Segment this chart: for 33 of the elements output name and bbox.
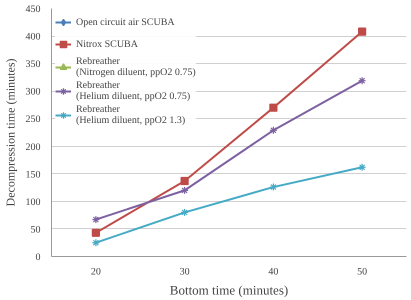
y-tick-label: 150 <box>26 169 40 180</box>
y-tick-label: 300 <box>26 86 40 98</box>
x-tick-label: 40 <box>268 266 278 278</box>
legend-label: Rebreather (Helium diluent, ppO2 1.3) <box>76 104 186 126</box>
point <box>92 215 100 224</box>
y-tick-label: 50 <box>30 224 40 236</box>
y-axis-title: Decompression time (minutes) <box>4 58 18 206</box>
y-tick-label: 450 <box>26 4 40 15</box>
point <box>92 238 100 247</box>
point <box>180 208 189 217</box>
point <box>269 126 278 134</box>
point <box>269 104 278 112</box>
y-tick-label: 250 <box>26 114 40 126</box>
y-tick-label: 400 <box>26 32 40 43</box>
point <box>180 176 189 186</box>
y-tick-label: 350 <box>26 59 40 70</box>
point <box>180 186 189 194</box>
y-tick-label: 0 <box>36 252 40 263</box>
point <box>92 228 100 237</box>
point <box>358 163 366 172</box>
y-tick-label: 200 <box>26 142 40 153</box>
legend-label: Open circuit air SCUBA <box>76 16 175 28</box>
legend-label: Nitrox SCUBA <box>76 38 138 50</box>
x-tick-label: 20 <box>90 266 101 278</box>
point <box>358 28 366 36</box>
point <box>269 182 278 192</box>
x-axis-title: Bottom time (minutes) <box>170 282 288 298</box>
y-tick-label: 100 <box>26 196 40 208</box>
legend-label: Rebreather (Helium diluent, ppO2 0.75) <box>76 80 190 102</box>
point <box>358 76 366 85</box>
x-tick-label: 50 <box>357 266 368 278</box>
x-tick-label: 30 <box>180 266 190 278</box>
legend-label: Rebreather (Nitrogen diluent, ppO2 0.75) <box>76 56 196 78</box>
